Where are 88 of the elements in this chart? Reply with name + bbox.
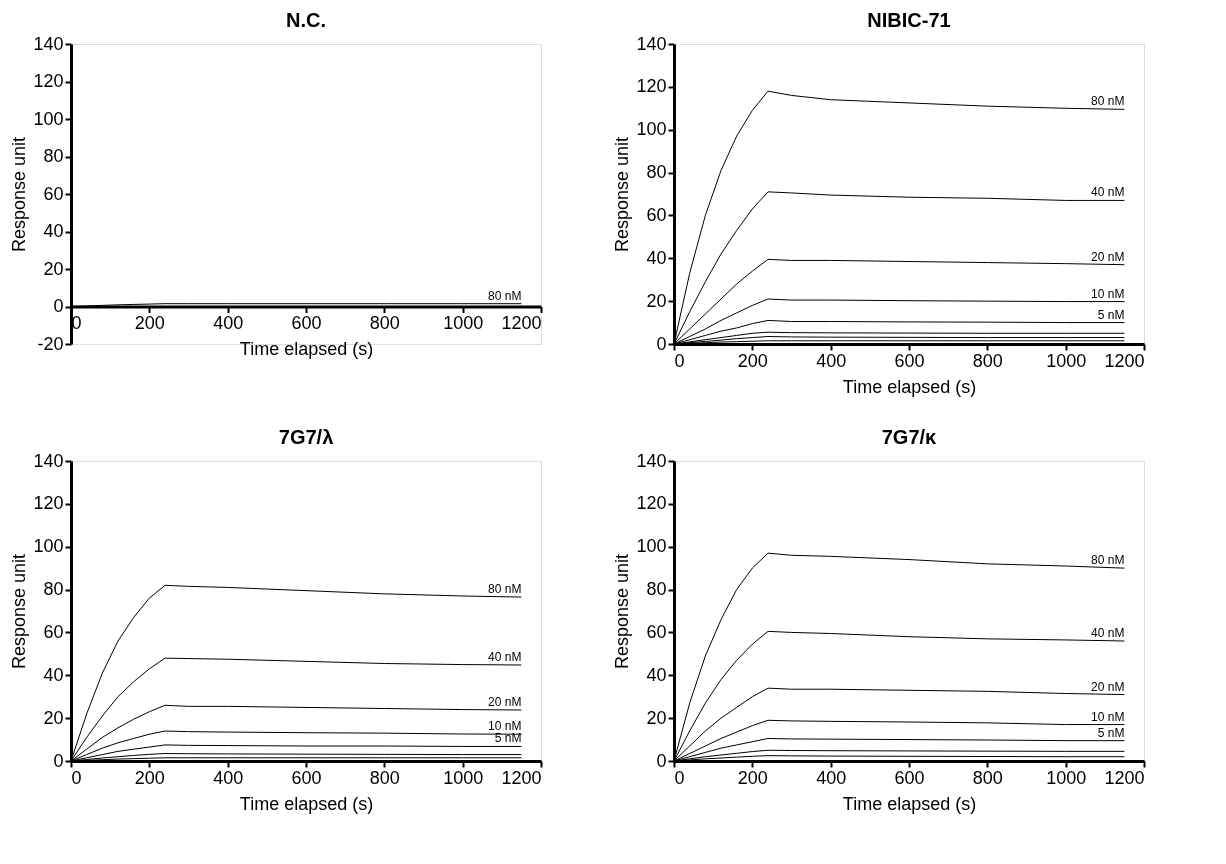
x-tick-label: 1200 [501, 313, 542, 333]
x-axis-title: Time elapsed (s) [842, 793, 977, 814]
chart-title: NIBIC-71 [867, 9, 951, 31]
x-tick-label: 600 [291, 313, 322, 333]
series-label: 20 nM [1091, 679, 1125, 694]
series-label: 10 nM [1091, 286, 1125, 301]
series-label: 10 nM [488, 719, 522, 734]
y-tick-label: 40 [646, 247, 667, 268]
series-label: 5 nM [1097, 725, 1125, 740]
x-tick-label: 400 [816, 767, 847, 788]
series-label: 5 nM [494, 731, 522, 746]
y-tick-label: 140 [33, 450, 64, 471]
y-tick-label: 0 [53, 296, 64, 316]
y-axis-title: Response unit [9, 553, 30, 670]
series-label: 80 nM [1091, 553, 1125, 568]
x-tick-label: 200 [134, 767, 165, 788]
series-label: 20 nM [1091, 249, 1125, 264]
x-tick-label: 600 [894, 350, 925, 371]
y-tick-label: 20 [43, 258, 64, 279]
y-tick-label: 80 [646, 579, 667, 600]
x-tick-label: 0 [674, 350, 685, 371]
x-tick-label: 1200 [501, 767, 542, 788]
y-tick-label: 140 [636, 450, 667, 471]
y-tick-label: 0 [656, 333, 667, 354]
y-tick-label: 20 [43, 707, 64, 728]
x-tick-label: 1000 [1046, 350, 1087, 371]
chart-title: N.C. [286, 9, 326, 31]
y-tick-label: 40 [43, 664, 64, 685]
x-axis-title: Time elapsed (s) [239, 793, 374, 814]
y-tick-label: 80 [43, 579, 64, 600]
series-label: 40 nM [1091, 185, 1125, 200]
x-tick-label: 600 [291, 767, 322, 788]
y-tick-label: 80 [43, 146, 64, 166]
x-tick-label: 200 [737, 767, 768, 788]
y-tick-label: 80 [646, 162, 667, 183]
y-tick-label: 40 [646, 664, 667, 685]
series-label: 40 nM [488, 650, 522, 664]
y-axis-title: Response unit [612, 136, 633, 253]
y-tick-label: 20 [646, 290, 667, 311]
y-axis-title: Response unit [9, 136, 30, 253]
x-tick-label: 1200 [1104, 350, 1145, 371]
series-label: 10 nM [1091, 709, 1125, 724]
y-tick-label: 60 [43, 183, 64, 204]
y-tick-label: 0 [656, 750, 667, 771]
y-tick-label: 100 [636, 119, 667, 140]
x-tick-label: 400 [816, 350, 847, 371]
y-tick-label: 0 [53, 750, 64, 771]
x-tick-label: 0 [71, 767, 82, 788]
x-tick-label: 0 [674, 767, 685, 788]
x-tick-label: 400 [213, 767, 244, 788]
y-tick-label: 20 [646, 707, 667, 728]
y-tick-label: 40 [43, 221, 64, 241]
x-tick-label: 600 [894, 767, 925, 788]
x-tick-label: 800 [972, 767, 1003, 788]
x-tick-label: 400 [213, 313, 244, 333]
y-tick-label: 100 [636, 536, 667, 557]
x-tick-label: 200 [737, 350, 768, 371]
y-tick-label: -20 [37, 333, 64, 354]
y-tick-label: 120 [33, 71, 64, 91]
x-tick-label: 800 [369, 313, 400, 333]
x-tick-label: 1000 [443, 313, 484, 333]
series-label: 5 nM [1097, 307, 1125, 322]
y-tick-label: 100 [33, 536, 64, 557]
x-tick-label: 800 [369, 767, 400, 788]
y-tick-label: 100 [33, 108, 64, 129]
x-tick-label: 1200 [1104, 767, 1145, 788]
x-tick-label: 200 [134, 313, 165, 333]
x-axis-title: Time elapsed (s) [842, 376, 977, 397]
y-tick-label: 60 [646, 204, 667, 225]
y-tick-label: 140 [33, 33, 64, 54]
series-label: 80 nM [488, 288, 522, 303]
x-axis-title: Time elapsed (s) [239, 339, 374, 359]
x-tick-label: 1000 [1046, 767, 1087, 788]
series-label: 80 nM [1091, 94, 1125, 109]
x-tick-label: 800 [972, 350, 1003, 371]
y-tick-label: 120 [33, 493, 64, 514]
y-tick-label: 60 [43, 621, 64, 642]
y-tick-label: 140 [636, 33, 667, 54]
series-label: 80 nM [488, 582, 522, 597]
y-tick-label: 120 [636, 493, 667, 514]
chart-title: 7G7/λ [278, 426, 334, 448]
series-label: 40 nM [1091, 626, 1125, 640]
y-tick-label: 60 [646, 621, 667, 642]
y-tick-label: 120 [636, 76, 667, 97]
y-axis-title: Response unit [612, 553, 633, 670]
x-tick-label: 1000 [443, 767, 484, 788]
chart-title: 7G7/κ [881, 426, 938, 448]
series-label: 20 nM [488, 695, 522, 709]
